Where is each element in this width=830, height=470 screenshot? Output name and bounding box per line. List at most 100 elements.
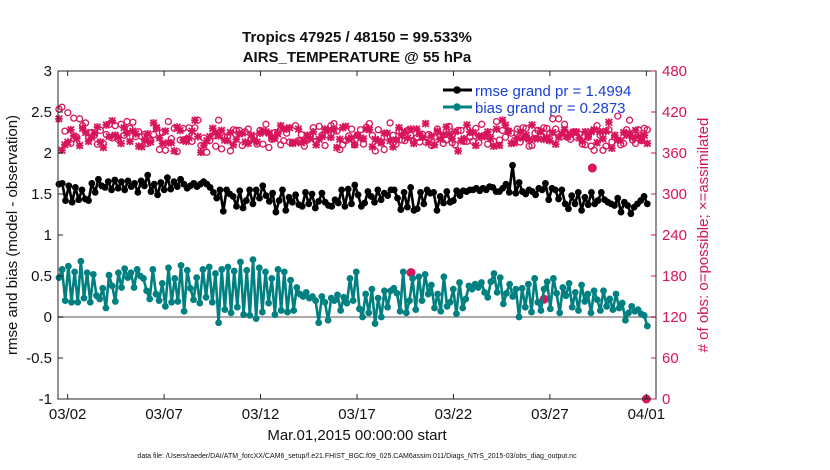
bias-point <box>215 319 222 327</box>
obs-assimilated-point <box>312 140 321 149</box>
rmse-point <box>584 201 592 209</box>
rmse-point <box>597 188 605 196</box>
bias-point <box>168 298 176 306</box>
bias-point <box>312 297 319 304</box>
obs-assimilated-point <box>608 144 616 153</box>
bias-point <box>165 264 172 272</box>
obs-possible-point <box>519 124 527 132</box>
bias-point <box>412 306 420 314</box>
bias-point <box>550 275 557 282</box>
obs-assimilated-point <box>131 130 140 138</box>
obs-assimilated-point <box>483 127 492 136</box>
y-right-tick-label: 480 <box>662 63 687 80</box>
rmse-point <box>262 192 270 200</box>
rmse-point <box>147 188 155 195</box>
obs-possible-point <box>70 114 78 122</box>
rmse-point <box>377 196 385 204</box>
bias-point <box>230 267 238 275</box>
obs-assimilated-point <box>599 134 607 143</box>
bias-point <box>280 268 288 276</box>
rmse-point <box>433 207 441 214</box>
bias-point <box>174 298 182 305</box>
obs-assimilated-point <box>404 134 412 142</box>
rmse-point <box>578 207 585 214</box>
obs-assimilated-point <box>336 135 344 144</box>
obs-assimilated-point <box>75 141 84 150</box>
bias-point <box>193 274 201 282</box>
obs-possible-point <box>259 140 267 148</box>
rmse-point <box>154 191 161 199</box>
obs-possible-point <box>226 147 235 155</box>
bias-point <box>155 297 163 304</box>
rmse-point <box>505 188 513 196</box>
bias-point <box>240 311 248 318</box>
y-right-tick-label: 420 <box>662 104 687 121</box>
rmse-point <box>532 191 539 199</box>
obs-possible-point <box>217 145 226 153</box>
rmse-point <box>354 191 362 199</box>
rmse-point <box>614 194 622 202</box>
obs-assimilated-point <box>602 127 610 135</box>
y-left-tick-label: 1.5 <box>31 186 52 203</box>
rmse-point <box>555 195 562 203</box>
obs-assimilated-point <box>205 132 214 141</box>
bias-point <box>381 287 388 295</box>
bias-point <box>246 311 254 319</box>
bias-point <box>74 298 82 306</box>
rmse-point <box>364 188 372 195</box>
obs-possible-point <box>315 122 323 130</box>
obs-possible-point <box>501 133 510 141</box>
y-right-tick-label: 360 <box>662 145 687 162</box>
bias-point <box>187 284 194 292</box>
bias-point <box>396 307 404 315</box>
bias-point <box>271 311 279 318</box>
bias-point <box>590 287 598 295</box>
bias-point <box>578 281 585 289</box>
bias-point <box>506 280 514 288</box>
rmse-point <box>400 188 408 196</box>
bias-point <box>99 284 107 292</box>
x-tick-label: 03/07 <box>145 406 183 423</box>
bias-point <box>609 306 617 314</box>
obs-assimilated-point <box>640 131 649 140</box>
bias-point <box>612 290 620 298</box>
rmse-point <box>216 186 224 194</box>
obs-assimilated-point <box>273 130 282 138</box>
obs-possible-point <box>614 112 622 120</box>
rmse-point <box>131 179 138 187</box>
rmse-point <box>420 200 428 208</box>
obs-assimilated-point <box>442 123 451 131</box>
rmse-point <box>449 197 457 204</box>
bias-point <box>83 269 91 277</box>
rmse-point <box>617 208 625 216</box>
bias-point <box>496 274 504 282</box>
bias-point <box>268 275 276 282</box>
y-right-tick-label: 120 <box>662 309 687 326</box>
bias-point <box>265 299 273 307</box>
bias-point <box>196 299 204 307</box>
y-right-tick-label: 180 <box>662 268 687 285</box>
obs-assimilated-point <box>460 134 468 143</box>
bias-point <box>543 278 551 286</box>
obs-possible-point <box>371 147 379 155</box>
obs-possible-point <box>161 146 170 154</box>
obs-assimilated-point <box>350 140 359 149</box>
obs-assimilated-point <box>140 136 149 145</box>
obs-assimilated-point <box>108 117 117 125</box>
obs-assimilated-point <box>105 132 114 141</box>
rmse-point <box>249 200 257 208</box>
obs-assimilated-point <box>495 141 504 150</box>
bias-point <box>362 290 370 298</box>
obs-possible-point <box>265 143 273 152</box>
legend-bias-marker <box>453 103 461 111</box>
obs-possible-point <box>212 142 220 150</box>
obs-assimilated-point <box>448 134 457 143</box>
obs-assimilated-point <box>170 147 179 155</box>
bias-point <box>399 268 407 276</box>
y-left-tick-label: 3 <box>44 63 52 80</box>
bias-point <box>524 280 532 288</box>
obs-possible-point <box>590 146 598 154</box>
rmse-point <box>272 208 280 216</box>
bias-point <box>330 297 338 304</box>
obs-possible-point <box>129 118 137 126</box>
